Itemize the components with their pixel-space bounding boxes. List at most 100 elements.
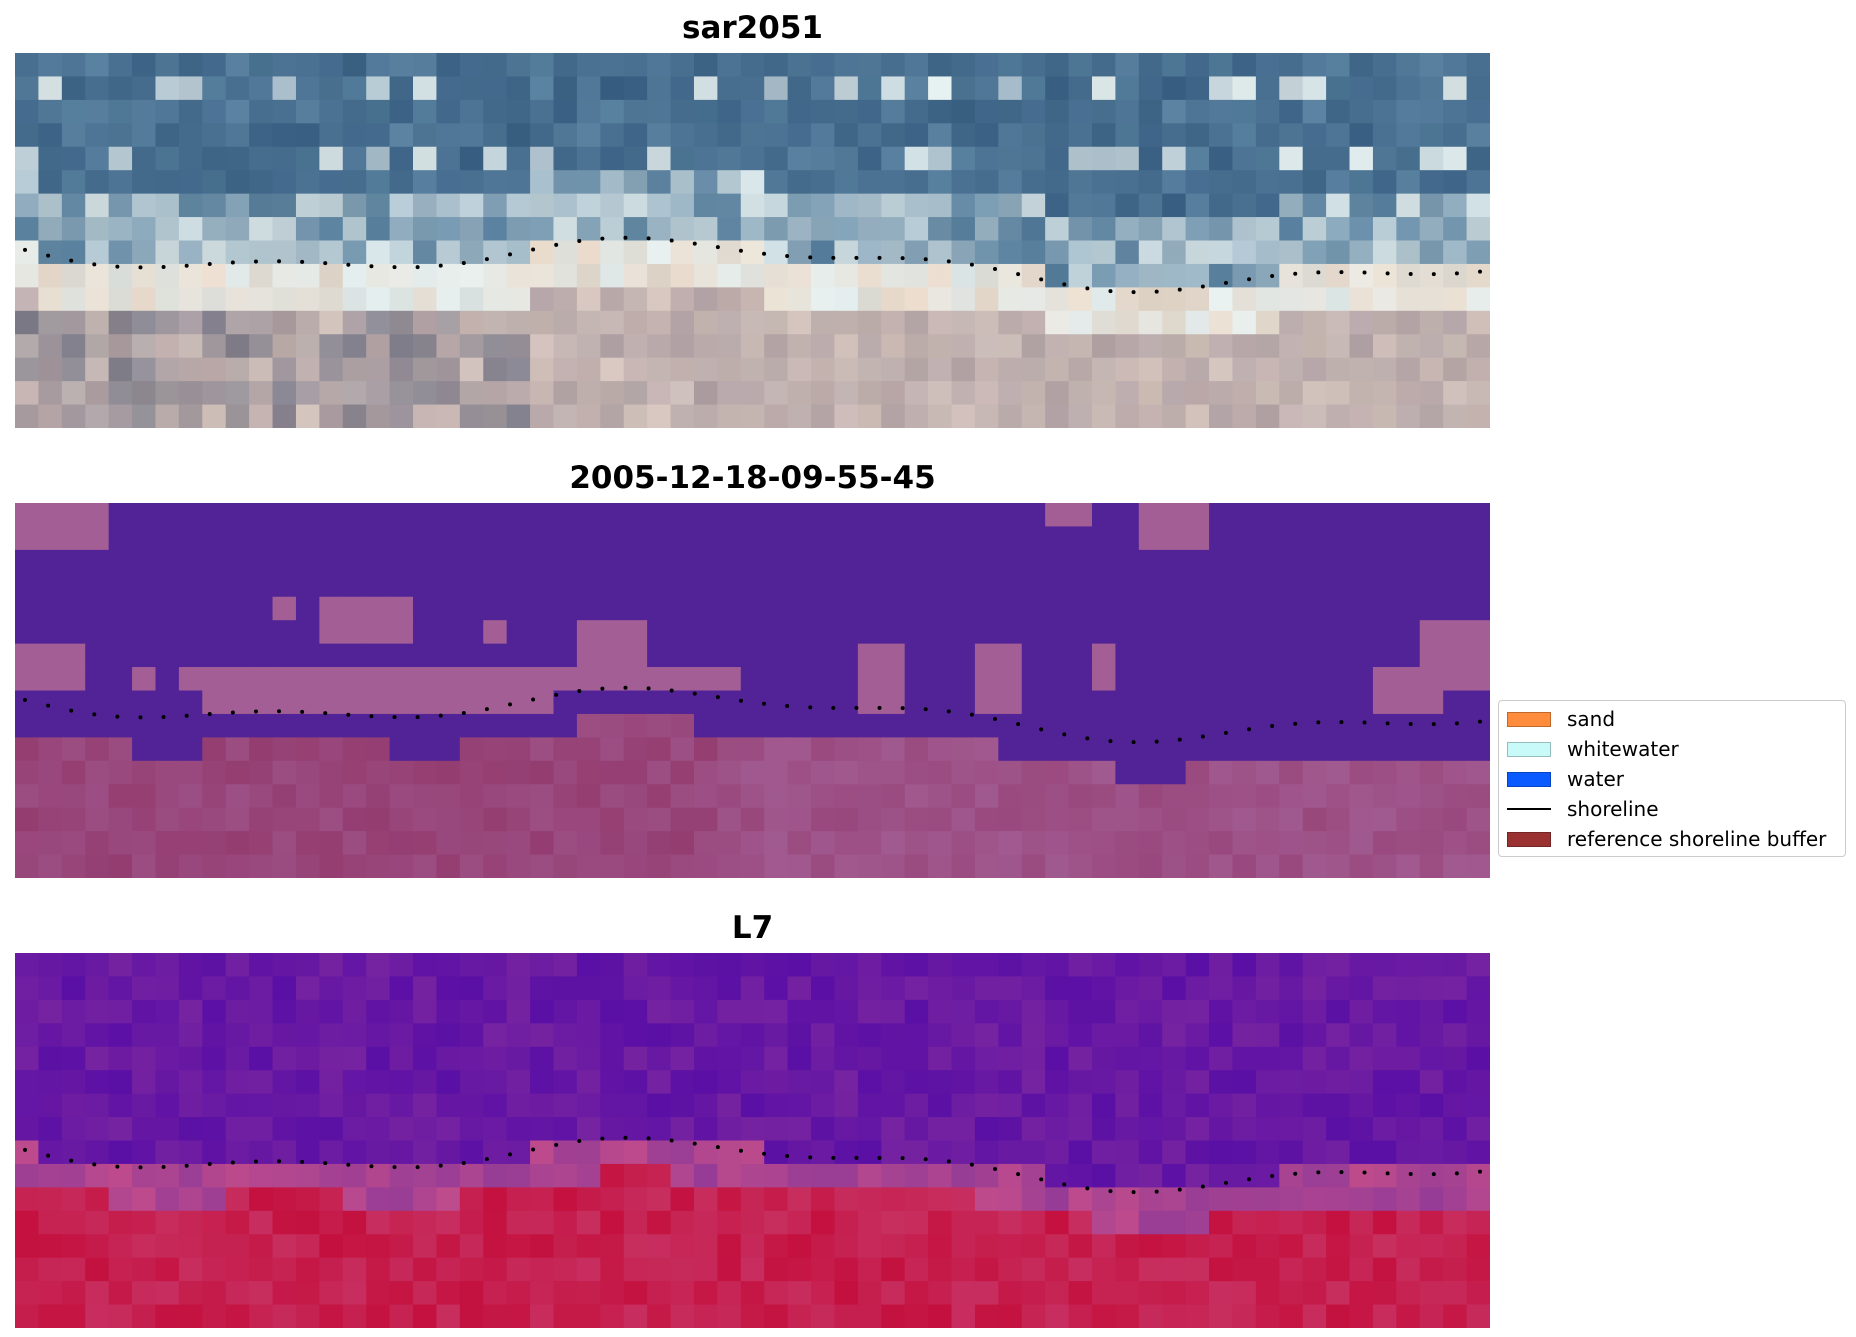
- pixel: [1302, 240, 1327, 265]
- pixel: [319, 310, 344, 335]
- pixel: [413, 1023, 438, 1048]
- pixel: [319, 953, 344, 978]
- pixel: [1091, 1140, 1116, 1165]
- pixel: [1068, 784, 1093, 809]
- pixel: [857, 596, 882, 621]
- pixel: [857, 690, 882, 715]
- pixel: [623, 976, 648, 1001]
- pixel: [1209, 503, 1234, 528]
- shoreline-point: [346, 1162, 351, 1167]
- pixel: [787, 1304, 812, 1328]
- pixel: [225, 1304, 250, 1328]
- pixel: [928, 1187, 953, 1212]
- pixel: [15, 667, 40, 692]
- shoreline-point: [1454, 1171, 1459, 1176]
- pixel: [366, 170, 391, 195]
- pixel: [974, 240, 999, 265]
- pixel: [857, 713, 882, 738]
- pixel: [881, 1257, 906, 1282]
- shoreline-point: [738, 248, 743, 253]
- pixel: [834, 334, 859, 359]
- shoreline-point: [877, 255, 882, 260]
- pixel: [506, 1023, 531, 1048]
- pixel: [61, 1210, 86, 1235]
- pixel: [1255, 1140, 1280, 1165]
- pixel: [1419, 193, 1444, 218]
- pixel: [1466, 549, 1490, 574]
- pixel: [1255, 620, 1280, 645]
- pixel: [1326, 1070, 1351, 1095]
- pixel: [740, 1187, 765, 1212]
- shoreline-point: [161, 714, 166, 719]
- pixel: [272, 404, 297, 428]
- pixel: [85, 240, 110, 265]
- pixel: [904, 620, 929, 645]
- pixel: [998, 503, 1023, 528]
- pixel: [1232, 99, 1257, 124]
- pixel: [85, 1093, 110, 1118]
- pixel: [1209, 526, 1234, 551]
- pixel: [1068, 1093, 1093, 1118]
- pixel: [623, 596, 648, 621]
- pixel: [998, 976, 1023, 1001]
- pixel: [1466, 831, 1490, 856]
- pixel: [1021, 784, 1046, 809]
- pixel: [904, 287, 929, 312]
- pixel: [1279, 170, 1304, 195]
- pixel: [319, 1210, 344, 1235]
- pixel: [506, 99, 531, 124]
- pixel: [389, 381, 414, 406]
- pixel: [764, 573, 789, 598]
- pixel: [834, 1140, 859, 1165]
- pixel: [389, 1210, 414, 1235]
- pixel: [15, 713, 40, 738]
- pixel: [904, 596, 929, 621]
- pixel: [740, 123, 765, 148]
- pixel: [811, 831, 836, 856]
- pixel: [1443, 1070, 1468, 1095]
- shoreline-point: [923, 707, 928, 712]
- pixel: [1302, 263, 1327, 288]
- pixel: [295, 549, 320, 574]
- pixel: [1255, 146, 1280, 171]
- shoreline-point: [1316, 1170, 1321, 1175]
- pixel: [811, 1046, 836, 1071]
- pixel: [600, 263, 625, 288]
- pixel: [670, 999, 695, 1024]
- pixel: [85, 1046, 110, 1071]
- pixel: [1466, 1070, 1490, 1095]
- pixel: [459, 690, 484, 715]
- pixel: [1326, 737, 1351, 762]
- pixel: [1255, 263, 1280, 288]
- pixel: [1419, 573, 1444, 598]
- pixel: [1162, 784, 1187, 809]
- pixel: [249, 1187, 274, 1212]
- pixel: [1326, 854, 1351, 878]
- pixel: [1372, 643, 1397, 668]
- pixel: [1045, 690, 1070, 715]
- pixel: [436, 193, 461, 218]
- pixel: [998, 953, 1023, 978]
- pixel: [834, 1117, 859, 1142]
- pixel: [272, 146, 297, 171]
- pixel: [670, 1023, 695, 1048]
- pixel: [1115, 1140, 1140, 1165]
- pixel: [764, 596, 789, 621]
- pixel: [436, 170, 461, 195]
- pixel: [1021, 1187, 1046, 1212]
- pixel: [670, 953, 695, 978]
- pixel: [342, 1210, 367, 1235]
- pixel: [459, 1140, 484, 1165]
- pixel: [811, 1093, 836, 1118]
- pixel: [857, 76, 882, 101]
- pixel: [647, 381, 672, 406]
- pixel: [1068, 1210, 1093, 1235]
- pixel: [155, 99, 180, 124]
- pixel: [530, 807, 555, 832]
- pixel: [1443, 953, 1468, 978]
- shoreline-point: [138, 265, 143, 270]
- pixel: [623, 1304, 648, 1328]
- pixel: [1326, 1023, 1351, 1048]
- pixel: [1349, 170, 1374, 195]
- pixel: [576, 381, 601, 406]
